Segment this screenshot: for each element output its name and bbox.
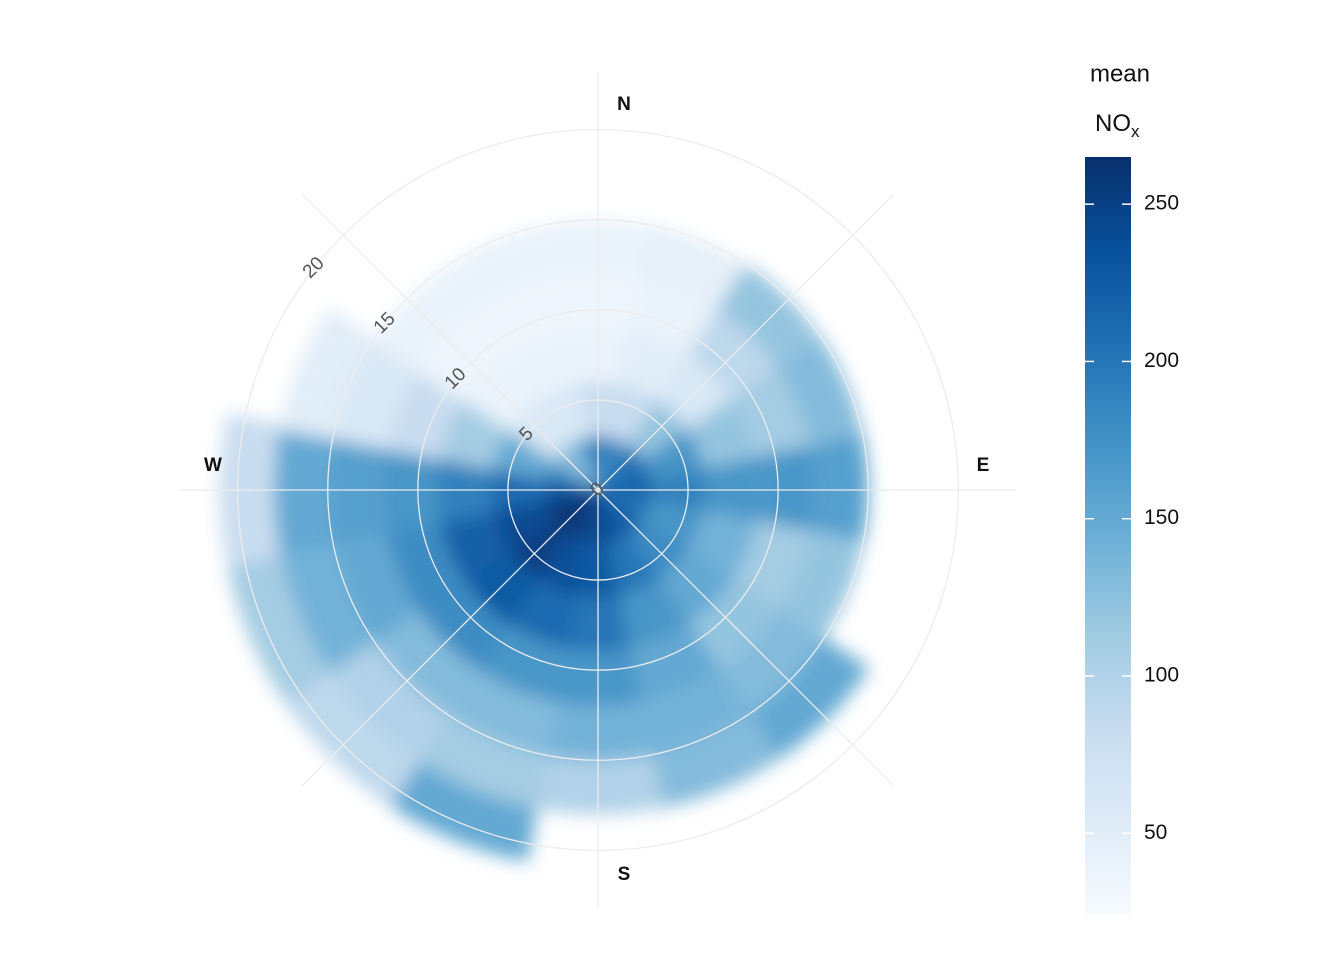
direction-label: W (204, 455, 222, 476)
grid-circle (327, 219, 869, 761)
cell (226, 550, 330, 703)
grid (180, 72, 1016, 908)
colorbar-label: 50 (1144, 821, 1167, 844)
cell (642, 429, 705, 480)
cell (506, 330, 578, 401)
legend-title: mean (1090, 60, 1150, 87)
cell (332, 530, 420, 643)
direction-label: E (977, 455, 990, 476)
cell (628, 624, 720, 703)
cell (732, 520, 811, 612)
cell (642, 500, 705, 551)
cell (687, 510, 758, 582)
direction-label: S (618, 864, 631, 885)
cell (598, 436, 629, 490)
cell (567, 436, 598, 490)
cell (537, 534, 588, 597)
legend-subtitle-main: NO (1095, 110, 1131, 137)
cell (491, 500, 554, 551)
cell (618, 330, 690, 401)
cell (608, 534, 659, 597)
cell (438, 510, 509, 582)
cell (608, 383, 659, 446)
colorbar-label: 100 (1144, 664, 1179, 687)
cell (491, 429, 554, 480)
cell (537, 383, 588, 446)
cell (506, 579, 578, 650)
cell (732, 368, 811, 460)
direction-label: N (617, 94, 631, 115)
grid-circle (417, 309, 779, 671)
cell (438, 398, 509, 470)
cell (385, 368, 464, 460)
cell (445, 224, 558, 312)
cell (776, 530, 864, 643)
cell (776, 337, 864, 450)
spoke (301, 193, 599, 491)
grid-circle (237, 129, 959, 851)
cell (385, 520, 464, 612)
cell (567, 490, 598, 544)
cell (628, 277, 720, 356)
colorbar-label: 250 (1144, 192, 1179, 215)
cell (332, 337, 420, 450)
cell (638, 668, 751, 756)
colorbar (1085, 157, 1131, 915)
colorbar-label: 200 (1144, 349, 1179, 372)
cell (638, 224, 751, 312)
cell (648, 713, 781, 809)
spoke (597, 489, 895, 787)
cell (415, 713, 548, 809)
cell (279, 307, 375, 440)
cell (445, 668, 558, 756)
legend-subtitle: NOx (1095, 110, 1140, 141)
cell (544, 459, 598, 490)
cell (279, 540, 375, 673)
cell (476, 277, 568, 356)
colorbar-label: 150 (1144, 506, 1179, 529)
spoke (597, 193, 895, 491)
legend-subtitle-sub: x (1131, 122, 1140, 141)
cell (687, 398, 758, 470)
r-tick-label: 20 (299, 253, 329, 283)
cell (618, 579, 690, 650)
spoke (301, 489, 599, 787)
grid-circle (507, 399, 689, 581)
cell (385, 758, 538, 862)
cell (598, 490, 652, 521)
cell (476, 624, 568, 703)
